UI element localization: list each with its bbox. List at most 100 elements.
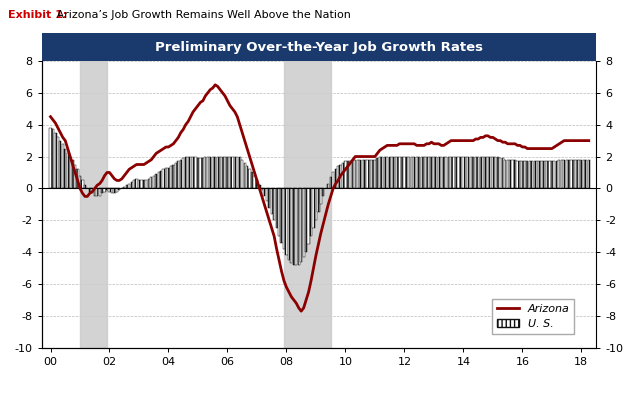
Bar — [62, 144, 64, 188]
Bar — [253, 176, 256, 188]
Bar — [128, 184, 130, 188]
Bar — [133, 180, 135, 188]
Bar — [583, 160, 585, 188]
Legend: Arizona, U. S.: Arizona, U. S. — [492, 299, 574, 334]
Bar — [364, 160, 366, 188]
Bar — [69, 156, 71, 188]
Bar — [506, 160, 509, 188]
Bar — [59, 141, 62, 188]
Bar — [206, 156, 209, 188]
Bar — [172, 165, 174, 188]
Bar — [342, 163, 344, 188]
Bar — [283, 188, 285, 249]
Bar — [106, 188, 108, 190]
Bar — [438, 156, 440, 188]
Bar — [413, 156, 415, 188]
Bar — [394, 156, 395, 188]
Bar — [580, 160, 583, 188]
Bar — [111, 188, 113, 193]
Bar — [155, 174, 157, 188]
Bar — [284, 61, 331, 348]
Bar — [556, 161, 558, 188]
Bar — [426, 156, 428, 188]
Bar — [374, 160, 376, 188]
Bar — [430, 156, 433, 188]
Bar — [52, 129, 54, 188]
Bar — [57, 138, 59, 188]
Bar — [273, 188, 275, 220]
Bar — [384, 156, 386, 188]
Bar — [533, 161, 536, 188]
Bar — [241, 160, 244, 188]
Bar — [467, 156, 469, 188]
Bar — [558, 160, 560, 188]
Bar — [570, 160, 572, 188]
Bar — [209, 156, 212, 188]
Bar — [251, 173, 253, 188]
Bar — [487, 156, 489, 188]
Bar — [320, 188, 322, 204]
Bar — [381, 156, 383, 188]
Bar — [212, 156, 214, 188]
Bar — [192, 156, 194, 188]
Bar — [544, 161, 545, 188]
Bar — [76, 169, 79, 188]
Bar — [322, 188, 324, 196]
Bar — [362, 160, 363, 188]
Bar — [551, 161, 553, 188]
Bar — [565, 160, 568, 188]
Bar — [423, 156, 425, 188]
Bar — [305, 188, 307, 252]
Bar — [502, 158, 504, 188]
Bar — [356, 160, 359, 188]
Bar — [219, 156, 221, 188]
Bar — [300, 188, 303, 262]
Bar — [531, 161, 533, 188]
Bar — [278, 188, 280, 236]
Bar — [234, 156, 236, 188]
Bar — [79, 176, 81, 188]
Bar — [576, 160, 578, 188]
Bar — [497, 156, 499, 188]
Bar — [367, 160, 369, 188]
Bar — [568, 160, 570, 188]
Bar — [376, 158, 378, 188]
Bar — [101, 188, 103, 193]
Bar — [194, 156, 197, 188]
Bar — [303, 188, 304, 257]
Bar — [403, 156, 406, 188]
Bar — [450, 156, 452, 188]
Bar — [158, 173, 160, 188]
Bar — [54, 133, 56, 188]
Bar — [509, 160, 512, 188]
Bar — [344, 161, 347, 188]
Bar — [494, 156, 497, 188]
Bar — [329, 177, 332, 188]
Bar — [418, 156, 420, 188]
Bar — [588, 160, 590, 188]
Bar — [96, 188, 98, 196]
Bar — [477, 156, 479, 188]
Bar — [99, 188, 101, 196]
Bar — [226, 156, 229, 188]
Bar — [108, 188, 111, 192]
Bar — [359, 160, 362, 188]
Bar — [268, 188, 271, 208]
Bar — [229, 156, 231, 188]
Bar — [504, 160, 506, 188]
Bar — [340, 165, 342, 188]
Bar — [524, 161, 526, 188]
Bar — [440, 156, 442, 188]
Bar — [435, 156, 437, 188]
Bar — [386, 156, 388, 188]
Bar — [443, 156, 445, 188]
Bar — [202, 158, 204, 188]
Bar — [72, 160, 74, 188]
Bar — [246, 166, 248, 188]
Bar — [295, 188, 297, 265]
Bar — [553, 161, 556, 188]
Bar — [261, 188, 263, 190]
Bar — [460, 156, 462, 188]
Bar — [265, 188, 268, 201]
Bar — [538, 161, 541, 188]
